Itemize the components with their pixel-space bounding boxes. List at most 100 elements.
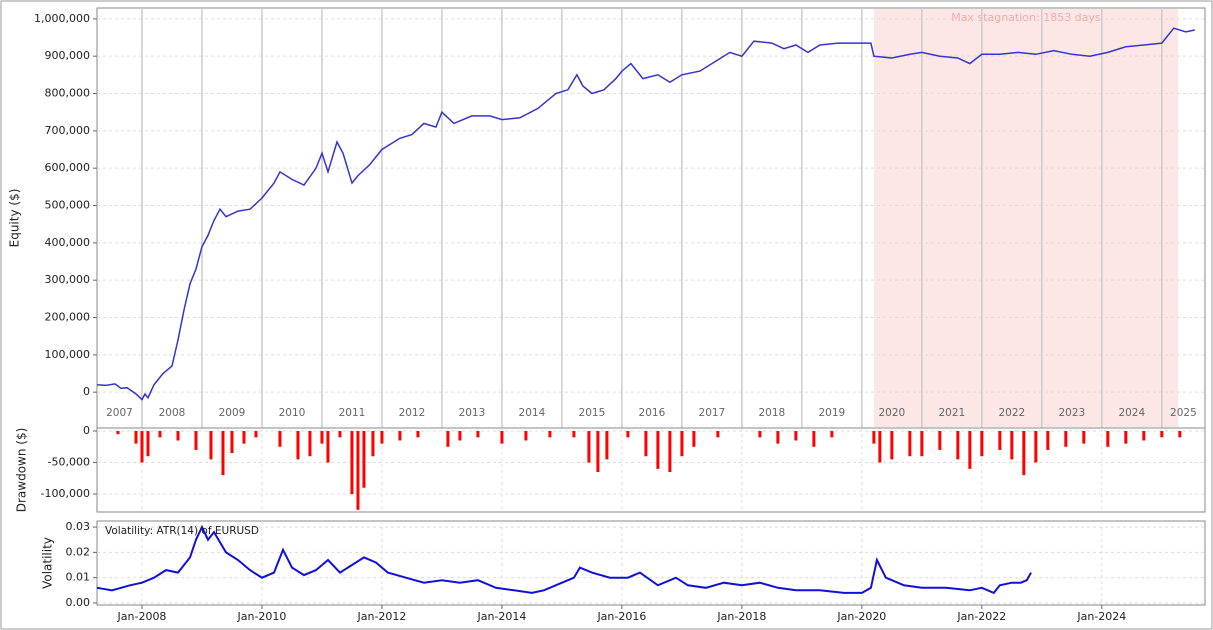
drawdown-bar xyxy=(230,431,234,454)
x-tick-label: Jan-2014 xyxy=(476,610,526,623)
drawdown-bar xyxy=(1064,431,1068,447)
drawdown-bar xyxy=(794,431,798,441)
drawdown-bar xyxy=(1178,431,1182,438)
drawdown-bar xyxy=(371,431,375,457)
drawdown-bar xyxy=(254,431,258,438)
year-label: 2024 xyxy=(1118,407,1145,419)
y-tick-label: 200,000 xyxy=(45,310,91,323)
y-axis-title: Drawdown ($) xyxy=(15,428,29,513)
drawdown-bar xyxy=(908,431,912,457)
drawdown-bar xyxy=(380,431,384,444)
drawdown-bar xyxy=(920,431,924,457)
drawdown-bar xyxy=(242,431,246,444)
drawdown-bar xyxy=(980,431,984,457)
year-label: 2013 xyxy=(459,407,486,419)
drawdown-bar xyxy=(968,431,972,469)
x-tick-label: Jan-2024 xyxy=(1076,610,1126,623)
drawdown-bar xyxy=(692,431,696,447)
year-label: 2016 xyxy=(639,407,666,419)
y-tick-label: 1,000,000 xyxy=(34,12,90,25)
year-label: 2007 xyxy=(106,407,133,419)
y-tick-label: 0.01 xyxy=(66,571,91,584)
drawdown-bar xyxy=(140,431,144,463)
drawdown-bar xyxy=(872,431,876,444)
drawdown-bar xyxy=(524,431,528,441)
drawdown-bar xyxy=(758,431,762,438)
drawdown-bar xyxy=(1034,431,1038,463)
year-label: 2012 xyxy=(399,407,426,419)
drawdown-bar xyxy=(668,431,672,472)
y-tick-label: 400,000 xyxy=(45,236,91,249)
drawdown-bar xyxy=(326,431,330,463)
panel-annotation: Volatility: ATR(14) of EURUSD xyxy=(105,525,259,537)
drawdown-bar xyxy=(194,431,198,450)
y-tick-label: 100,000 xyxy=(45,348,91,361)
x-tick-label: Jan-2016 xyxy=(596,610,646,623)
x-tick-label: Jan-2010 xyxy=(237,610,287,623)
drawdown-bar xyxy=(398,431,402,441)
drawdown-bar xyxy=(209,431,213,460)
drawdown-bar xyxy=(458,431,462,441)
drawdown-bar xyxy=(116,431,120,435)
drawdown-bar xyxy=(416,431,420,438)
year-label: 2008 xyxy=(159,407,186,419)
x-tick-label: Jan-2012 xyxy=(356,610,406,623)
drawdown-bar xyxy=(1142,431,1146,441)
year-label: 2021 xyxy=(938,407,965,419)
year-label: 2022 xyxy=(998,407,1025,419)
y-tick-label: -50,000 xyxy=(48,456,90,469)
drawdown-bar xyxy=(626,431,630,438)
x-tick-label: Jan-2020 xyxy=(836,610,886,623)
x-tick-label: Jan-2008 xyxy=(117,610,167,623)
year-label: 2015 xyxy=(579,407,606,419)
y-axis-title: Volatility xyxy=(41,537,55,589)
year-label: 2020 xyxy=(878,407,905,419)
drawdown-bar xyxy=(956,431,960,460)
drawdown-bar xyxy=(656,431,660,469)
y-tick-label: 700,000 xyxy=(45,124,91,137)
drawdown-bar xyxy=(830,431,834,438)
drawdown-bar xyxy=(338,431,342,438)
drawdown-bar xyxy=(500,431,504,444)
y-tick-label: 300,000 xyxy=(45,273,91,286)
y-tick-label: 800,000 xyxy=(45,86,91,99)
drawdown-bar xyxy=(572,431,576,438)
drawdown-bar xyxy=(1124,431,1128,444)
drawdown-bar xyxy=(812,431,816,447)
plot-area xyxy=(96,427,1206,513)
y-axis-title: Equity ($) xyxy=(8,189,22,248)
drawdown-bar xyxy=(296,431,300,460)
drawdown-bar xyxy=(356,431,360,510)
drawdown-bar xyxy=(878,431,882,463)
y-tick-label: 600,000 xyxy=(45,161,91,174)
drawdown-bar xyxy=(1022,431,1026,476)
year-label: 2018 xyxy=(759,407,786,419)
year-label: 2019 xyxy=(819,407,846,419)
year-label: 2025 xyxy=(1170,407,1197,419)
stagnation-region xyxy=(873,9,1179,427)
drawdown-bar xyxy=(596,431,600,472)
drawdown-bar xyxy=(998,431,1002,450)
year-label: 2023 xyxy=(1058,407,1085,419)
year-label: 2017 xyxy=(699,407,726,419)
y-tick-label: 0 xyxy=(83,424,90,437)
drawdown-bar xyxy=(446,431,450,447)
drawdown-bar xyxy=(176,431,180,441)
drawdown-bar xyxy=(320,431,324,444)
y-tick-label: -100,000 xyxy=(41,487,90,500)
series-line xyxy=(96,27,1195,401)
x-tick-label: Jan-2022 xyxy=(956,610,1006,623)
drawdown-bar xyxy=(548,431,552,438)
stagnation-label: Max stagnation: 1853 days xyxy=(951,11,1101,24)
drawdown-bar xyxy=(1160,431,1164,438)
year-label: 2010 xyxy=(279,407,306,419)
y-tick-label: 0.00 xyxy=(66,596,91,609)
drawdown-bar xyxy=(644,431,648,457)
drawdown-bar xyxy=(716,431,720,438)
y-tick-label: 0 xyxy=(83,385,90,398)
drawdown-bar xyxy=(1010,431,1014,460)
drawdown-bar xyxy=(221,431,225,476)
year-label: 2009 xyxy=(219,407,246,419)
